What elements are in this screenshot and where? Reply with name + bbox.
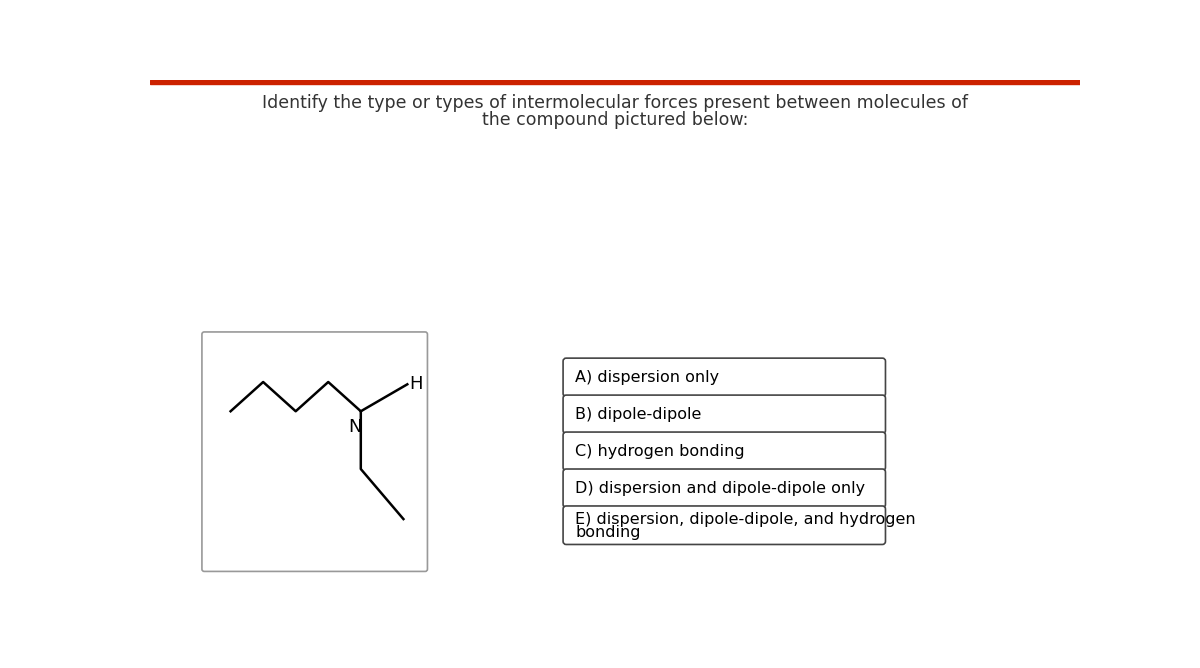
Text: the compound pictured below:: the compound pictured below:: [482, 111, 748, 129]
Text: B) dipole-dipole: B) dipole-dipole: [576, 407, 702, 422]
Text: Identify the type or types of intermolecular forces present between molecules of: Identify the type or types of intermolec…: [262, 94, 968, 112]
Bar: [150, 80, 1080, 84]
Text: H: H: [409, 375, 424, 393]
Text: A) dispersion only: A) dispersion only: [576, 370, 720, 385]
Text: C) hydrogen bonding: C) hydrogen bonding: [576, 444, 745, 459]
Text: N: N: [348, 418, 361, 436]
FancyBboxPatch shape: [563, 395, 886, 434]
FancyBboxPatch shape: [563, 358, 886, 397]
Text: D) dispersion and dipole-dipole only: D) dispersion and dipole-dipole only: [576, 481, 865, 496]
Text: bonding: bonding: [576, 524, 641, 540]
FancyBboxPatch shape: [563, 506, 886, 544]
FancyBboxPatch shape: [202, 332, 427, 571]
FancyBboxPatch shape: [563, 469, 886, 508]
FancyBboxPatch shape: [563, 432, 886, 470]
Text: E) dispersion, dipole-dipole, and hydrogen: E) dispersion, dipole-dipole, and hydrog…: [576, 512, 916, 526]
